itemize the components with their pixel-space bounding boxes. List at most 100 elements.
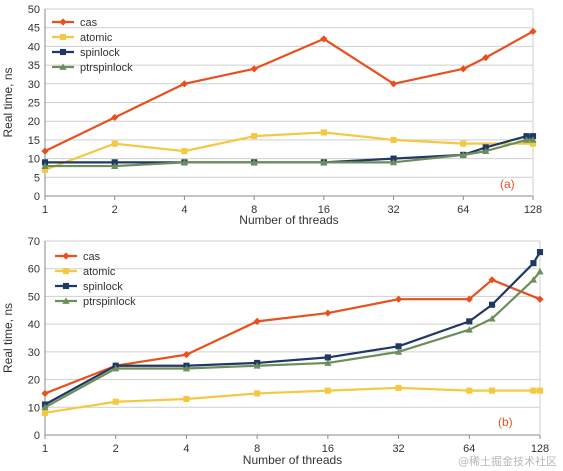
x-tick-label: 64 — [463, 443, 475, 455]
data-point — [536, 295, 544, 303]
legend-item: ptrspinlock — [55, 296, 136, 308]
data-point — [324, 387, 331, 394]
legend-swatch-marker — [59, 33, 67, 41]
legend-label: spinlock — [80, 47, 120, 59]
legend-label: cas — [83, 251, 101, 263]
data-point — [41, 409, 49, 416]
data-point — [459, 151, 467, 158]
y-tick-label: 20 — [28, 116, 40, 128]
y-tick-label: 45 — [28, 23, 40, 35]
data-point — [460, 140, 467, 147]
chart-a: 0 5 10 15 20 25 30 35 40 45 50 1 2 4 8 16 32 64 128 Number … — [1, 4, 542, 227]
data-point — [390, 155, 397, 162]
series-spinlock — [41, 249, 544, 408]
data-point — [488, 301, 496, 308]
data-point — [254, 390, 261, 397]
data-point — [111, 140, 118, 147]
data-point — [182, 364, 191, 372]
data-point — [324, 354, 331, 361]
data-point — [182, 351, 191, 359]
data-point — [41, 159, 49, 166]
x-tick-label: 32 — [392, 443, 404, 455]
y-tick-label: 10 — [28, 154, 40, 166]
x-tick-label: 32 — [387, 204, 399, 216]
x-tick-label: 128 — [524, 204, 542, 216]
data-point — [111, 162, 119, 169]
data-point — [465, 326, 473, 333]
legend-item: cas — [55, 251, 101, 263]
data-point — [488, 387, 496, 394]
y-tick-label: 10 — [28, 402, 40, 414]
data-point — [41, 162, 49, 169]
y-tick-label: 5 — [34, 172, 40, 184]
data-point — [320, 35, 328, 43]
series-cas — [41, 276, 544, 398]
y-tick-label: 70 — [28, 236, 40, 248]
data-point — [522, 136, 531, 143]
data-point — [183, 395, 190, 403]
x-tick-label: 4 — [183, 443, 189, 455]
data-point — [320, 158, 328, 166]
y-tick-label: 0 — [34, 191, 40, 203]
legend-label: cas — [80, 17, 98, 29]
data-point — [324, 309, 332, 317]
series-spinlock — [41, 133, 537, 166]
y-tick-label: 0 — [34, 430, 40, 442]
legend-swatch-marker — [62, 252, 70, 260]
data-point — [180, 158, 189, 166]
legend-item: spinlock — [52, 47, 120, 59]
data-point — [111, 113, 119, 122]
data-point — [536, 267, 544, 275]
legend-label: ptrspinlock — [80, 62, 133, 74]
data-point — [389, 80, 398, 88]
x-tick-label: 16 — [318, 204, 330, 216]
data-point — [394, 295, 403, 303]
y-tick-label: 40 — [28, 319, 40, 331]
data-point — [529, 276, 538, 283]
data-point — [250, 65, 258, 73]
legend-item: ptrspinlock — [52, 62, 133, 74]
data-point — [250, 158, 258, 166]
legend-swatch-marker — [62, 282, 70, 290]
legend-swatch-marker — [59, 18, 67, 26]
x-axis-title: Number of threads — [239, 213, 338, 227]
y-axis-title: Real time, ns — [1, 67, 15, 137]
data-point — [529, 27, 537, 36]
data-point — [482, 147, 490, 154]
data-point — [181, 148, 188, 155]
x-tick-label: 8 — [251, 204, 257, 216]
y-axis-title: Real time, ns — [1, 303, 15, 373]
data-point — [529, 136, 537, 143]
data-point — [530, 387, 537, 394]
data-point — [466, 387, 473, 394]
chart-b: 0 10 20 30 40 50 60 70 1 2 4 8 16 32 64 128 Number of th… — [1, 236, 549, 467]
series-atomic — [41, 384, 544, 416]
legend-swatch-marker — [62, 267, 70, 275]
series-atomic — [41, 129, 537, 173]
y-tick-label: 50 — [28, 4, 40, 16]
data-point — [41, 389, 49, 398]
data-point — [253, 362, 261, 369]
x-tick-label: 1 — [42, 443, 48, 455]
legend-label: atomic — [83, 266, 116, 278]
y-tick-label: 25 — [28, 98, 40, 110]
data-point — [488, 276, 496, 284]
data-point — [253, 317, 261, 325]
x-tick-label: 128 — [531, 443, 549, 455]
data-point — [394, 348, 403, 355]
data-point — [395, 384, 402, 391]
data-point — [41, 403, 49, 411]
legend-item: atomic — [52, 32, 113, 44]
data-point — [251, 133, 258, 140]
x-tick-label: 1 — [42, 204, 48, 216]
data-point — [112, 364, 120, 372]
data-point — [324, 359, 332, 366]
series-ptrspinlock — [41, 136, 537, 169]
y-tick-label: 50 — [28, 291, 40, 303]
y-tick-label: 60 — [28, 264, 40, 276]
series-line — [44, 251, 541, 406]
panel-label: (b) — [498, 415, 513, 429]
legend-swatch-marker — [59, 48, 67, 56]
data-point — [459, 65, 467, 73]
